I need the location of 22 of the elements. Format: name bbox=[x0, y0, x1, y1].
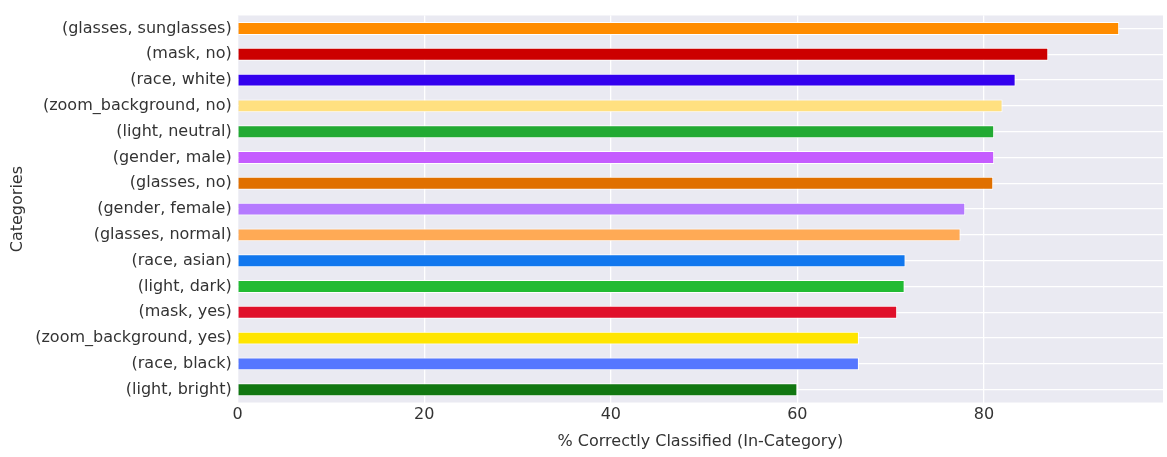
y-tick-label: (glasses, no) bbox=[129, 172, 232, 192]
y-tick-label: (race, asian) bbox=[131, 249, 232, 269]
x-tick-label: 40 bbox=[600, 404, 621, 424]
y-tick-label: (glasses, sunglasses) bbox=[61, 17, 232, 37]
y-tick-label: (zoom_background, no) bbox=[42, 95, 232, 116]
y-axis-title: Categories bbox=[6, 165, 26, 253]
y-tick-label: (light, neutral) bbox=[116, 120, 232, 140]
x-axis-title: % Correctly Classified (In-Category) bbox=[557, 430, 844, 450]
y-tick-label: (gender, male) bbox=[112, 146, 232, 166]
y-tick-label: (mask, no) bbox=[146, 43, 232, 63]
y-tick-label: (glasses, normal) bbox=[93, 224, 232, 244]
y-tick-label: (light, bright) bbox=[125, 378, 232, 398]
y-tick-label: (zoom_background, yes) bbox=[35, 327, 232, 348]
x-tick-label: 60 bbox=[787, 404, 808, 424]
y-tick-label: (gender, female) bbox=[97, 198, 232, 218]
y-tick-label: (light, dark) bbox=[137, 275, 232, 295]
x-tick-label: 20 bbox=[414, 404, 435, 424]
y-tick-label: (race, white) bbox=[130, 69, 232, 89]
y-tick-label: (mask, yes) bbox=[138, 301, 232, 321]
x-tick-label: 80 bbox=[973, 404, 995, 424]
x-tick-label: 0 bbox=[232, 404, 243, 424]
y-tick-label: (race, black) bbox=[131, 353, 232, 373]
